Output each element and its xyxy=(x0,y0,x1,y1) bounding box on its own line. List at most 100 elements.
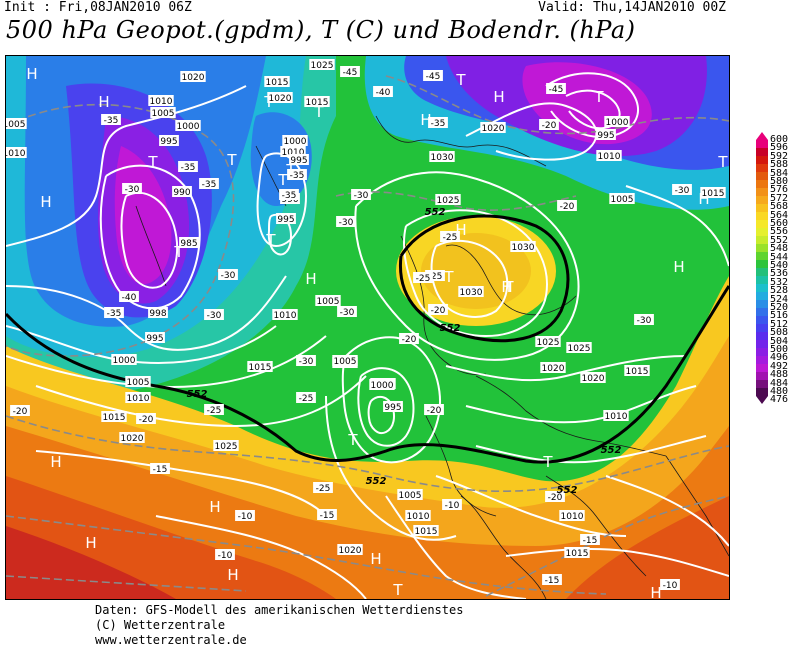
low-pressure-marker: T xyxy=(147,153,158,171)
low-pressure-marker: T xyxy=(542,453,553,471)
temperature-label: -20 xyxy=(399,333,419,345)
svg-text:-30: -30 xyxy=(125,185,140,195)
color-scale-box xyxy=(756,252,768,260)
svg-text:-30: -30 xyxy=(637,316,652,326)
temperature-label: -35 xyxy=(199,178,219,190)
isobar-label: 1030 xyxy=(458,286,484,298)
footer-data-source: Daten: GFS-Modell des amerikanischen Wet… xyxy=(95,603,464,617)
color-scale-box xyxy=(756,356,768,364)
svg-text:1015: 1015 xyxy=(306,98,329,108)
temperature-label: -45 xyxy=(546,83,566,95)
temperature-label: -20 xyxy=(539,119,559,131)
isobar-label: 995 xyxy=(596,129,616,141)
color-scale-label: 592 xyxy=(770,150,789,162)
init-time-label: Init : Fri,08JAN2010 06Z xyxy=(4,0,192,15)
svg-text:-25: -25 xyxy=(299,394,314,404)
color-scale-box xyxy=(756,284,768,292)
color-scale-label: 476 xyxy=(770,394,789,406)
color-scale-box xyxy=(756,380,768,388)
color-scale-box xyxy=(756,172,768,180)
svg-text:995: 995 xyxy=(290,156,307,166)
svg-text:1010: 1010 xyxy=(6,149,26,159)
low-pressure-marker: T xyxy=(593,88,604,106)
temperature-label: -30 xyxy=(218,269,238,281)
color-scale-label: 540 xyxy=(770,260,789,271)
svg-text:-35: -35 xyxy=(202,180,217,190)
svg-text:1015: 1015 xyxy=(626,367,649,377)
svg-text:1030: 1030 xyxy=(460,288,483,298)
high-pressure-marker: H xyxy=(305,270,316,288)
color-scale-box xyxy=(756,388,768,396)
svg-text:-20: -20 xyxy=(13,407,28,417)
high-pressure-marker: H xyxy=(493,88,504,106)
svg-text:-25: -25 xyxy=(316,484,331,494)
svg-text:1020: 1020 xyxy=(182,73,205,83)
color-scale-box xyxy=(756,164,768,172)
svg-text:-30: -30 xyxy=(339,218,354,228)
temperature-label: -25 xyxy=(413,272,433,284)
color-scale-label: 560 xyxy=(770,218,789,229)
color-scale-top-arrow xyxy=(756,132,768,140)
svg-text:-30: -30 xyxy=(340,308,355,318)
low-pressure-marker: T xyxy=(503,278,514,296)
svg-text:1025: 1025 xyxy=(311,61,334,71)
svg-text:-35: -35 xyxy=(181,163,196,173)
svg-text:-30: -30 xyxy=(299,357,314,367)
isobar-label: 1020 xyxy=(337,544,363,556)
svg-text:985: 985 xyxy=(180,239,197,249)
isobar-label: 1015 xyxy=(564,547,590,559)
temperature-label: -45 xyxy=(423,70,443,82)
svg-text:-35: -35 xyxy=(431,119,446,129)
low-pressure-marker: T xyxy=(313,103,324,121)
temperature-label: -35 xyxy=(178,161,198,173)
svg-text:998: 998 xyxy=(149,309,166,319)
svg-text:1030: 1030 xyxy=(512,243,535,253)
high-pressure-marker: H xyxy=(227,566,238,584)
temperature-label: -30 xyxy=(672,184,692,196)
temperature-label: -25 xyxy=(313,482,333,494)
high-pressure-marker: H xyxy=(209,498,220,516)
temperature-label: -25 xyxy=(296,392,316,404)
color-scale-label: 588 xyxy=(770,159,789,171)
color-scale-label: 528 xyxy=(770,285,789,297)
high-pressure-marker: H xyxy=(85,534,96,552)
temperature-label: -10 xyxy=(442,499,462,511)
temperature-label: -20 xyxy=(136,413,156,425)
isobar-label: 1020 xyxy=(580,372,606,384)
svg-text:-45: -45 xyxy=(343,68,358,78)
high-pressure-marker: H xyxy=(26,65,37,83)
svg-text:1015: 1015 xyxy=(266,78,289,88)
svg-text:1010: 1010 xyxy=(127,394,150,404)
color-scale-label: 492 xyxy=(770,360,789,372)
isobar-label: 1005 xyxy=(315,295,341,307)
color-scale-label: 480 xyxy=(770,386,789,397)
svg-text:1010: 1010 xyxy=(407,512,430,522)
color-scale-label: 564 xyxy=(770,209,789,221)
temperature-label: -30 xyxy=(336,216,356,228)
color-scale-label: 552 xyxy=(770,234,789,246)
ridge-core xyxy=(421,233,531,309)
svg-text:995: 995 xyxy=(277,215,294,225)
color-scale-label: 600 xyxy=(770,134,789,145)
isobar-label: 1020 xyxy=(480,122,506,134)
svg-text:-30: -30 xyxy=(207,311,222,321)
low-pressure-marker: T xyxy=(277,171,288,189)
geopotential-552-label: 552 xyxy=(187,389,208,400)
low-pressure-marker: T xyxy=(173,243,184,261)
isobar-label: 995 xyxy=(276,213,296,225)
color-scale-box xyxy=(756,220,768,228)
temperature-label: -30 xyxy=(296,355,316,367)
svg-text:-20: -20 xyxy=(427,406,442,416)
svg-text:-15: -15 xyxy=(583,536,598,546)
isobar-label: 995 xyxy=(145,332,165,344)
isobar-label: 1000 xyxy=(604,116,630,128)
svg-text:-40: -40 xyxy=(376,88,391,98)
temperature-label: -15 xyxy=(150,463,170,475)
low-pressure-marker: T xyxy=(347,431,358,449)
isobar-label: 1000 xyxy=(282,135,308,147)
high-pressure-marker: H xyxy=(420,111,431,129)
temperature-label: -25 xyxy=(440,231,460,243)
color-scale-box xyxy=(756,316,768,324)
color-scale: 600 596 592 588 584 580 576 572 568 564 560 556 552 5… xyxy=(756,132,788,405)
svg-text:1025: 1025 xyxy=(537,338,560,348)
